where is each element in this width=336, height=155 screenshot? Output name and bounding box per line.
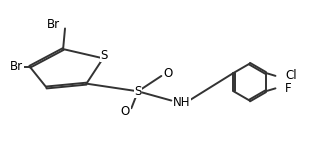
Text: O: O (164, 67, 173, 80)
Text: F: F (285, 82, 292, 95)
Text: S: S (100, 49, 108, 62)
Text: S: S (134, 85, 142, 98)
Text: O: O (121, 105, 130, 118)
Text: NH: NH (173, 96, 191, 109)
Text: Cl: Cl (285, 69, 297, 82)
Text: Br: Br (10, 60, 23, 73)
Text: Br: Br (47, 18, 60, 31)
